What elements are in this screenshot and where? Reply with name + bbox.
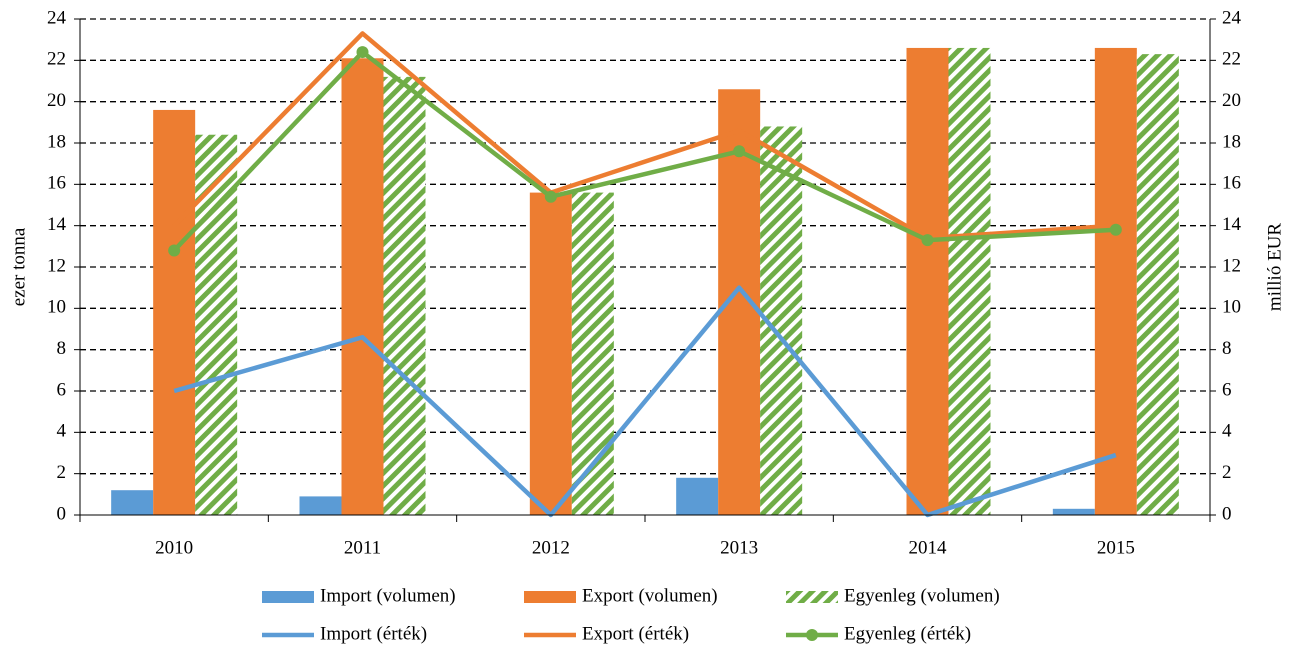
bar <box>676 477 719 515</box>
x-tick-label: 2010 <box>155 537 193 558</box>
bar <box>529 192 572 515</box>
legend-swatch <box>262 591 314 603</box>
line-marker <box>544 190 557 203</box>
y2-tick-label: 4 <box>1222 421 1232 442</box>
y2-tick-label: 22 <box>1222 49 1241 70</box>
bar <box>341 58 384 516</box>
line-marker <box>733 145 746 158</box>
y2-tick-label: 12 <box>1222 255 1241 276</box>
y2-tick-label: 10 <box>1222 297 1241 318</box>
y2-tick-label: 24 <box>1222 7 1242 28</box>
y2-axis-label: millió EUR <box>1264 223 1285 311</box>
bar <box>383 76 426 515</box>
line-marker <box>168 244 181 257</box>
y-tick-label: 14 <box>47 214 67 235</box>
bar <box>1136 54 1179 516</box>
y2-tick-label: 6 <box>1222 379 1232 400</box>
y2-tick-label: 2 <box>1222 462 1232 483</box>
bar <box>299 496 342 515</box>
legend-swatch <box>524 591 576 603</box>
legend-label: Import (érték) <box>320 623 427 644</box>
y-axis-label: ezer tonna <box>8 227 29 306</box>
y-tick-label: 0 <box>57 503 67 524</box>
y2-tick-label: 16 <box>1222 173 1241 194</box>
y-tick-label: 6 <box>57 379 67 400</box>
line <box>173 285 1117 518</box>
y-tick-label: 18 <box>47 131 66 152</box>
legend-label: Export (volumen) <box>582 585 718 606</box>
y-tick-label: 24 <box>47 7 67 28</box>
y-tick-label: 8 <box>57 338 67 359</box>
legend-label: Import (volumen) <box>320 585 456 606</box>
y-tick-label: 20 <box>47 90 66 111</box>
legend-label: Export (érték) <box>582 623 689 644</box>
bar <box>111 490 154 515</box>
line <box>172 31 1116 241</box>
legend-swatch <box>786 591 838 603</box>
legend-marker <box>806 629 818 641</box>
bar <box>948 47 991 515</box>
y-tick-label: 2 <box>57 462 67 483</box>
x-tick-label: 2015 <box>1097 537 1135 558</box>
bar <box>1052 508 1095 515</box>
y2-tick-label: 18 <box>1222 131 1241 152</box>
y-tick-label: 22 <box>47 49 66 70</box>
x-tick-label: 2012 <box>532 537 570 558</box>
y2-tick-label: 14 <box>1222 214 1242 235</box>
bar <box>153 109 196 515</box>
y-tick-label: 4 <box>57 421 67 442</box>
line-marker <box>356 46 369 59</box>
y2-tick-label: 0 <box>1222 503 1232 524</box>
y-tick-label: 16 <box>47 173 66 194</box>
line-marker <box>921 234 934 247</box>
y2-tick-label: 20 <box>1222 90 1241 111</box>
legend-label: Egyenleg (volumen) <box>844 585 1000 606</box>
y2-tick-label: 8 <box>1222 338 1232 359</box>
line <box>172 49 1116 253</box>
bar <box>906 47 949 515</box>
y-tick-label: 12 <box>47 255 66 276</box>
x-tick-label: 2014 <box>909 537 948 558</box>
line-marker <box>1109 223 1122 236</box>
legend-label: Egyenleg (érték) <box>844 623 971 644</box>
x-tick-label: 2011 <box>344 537 381 558</box>
bar <box>1094 47 1137 515</box>
x-tick-label: 2013 <box>720 537 758 558</box>
y-tick-label: 10 <box>47 297 66 318</box>
